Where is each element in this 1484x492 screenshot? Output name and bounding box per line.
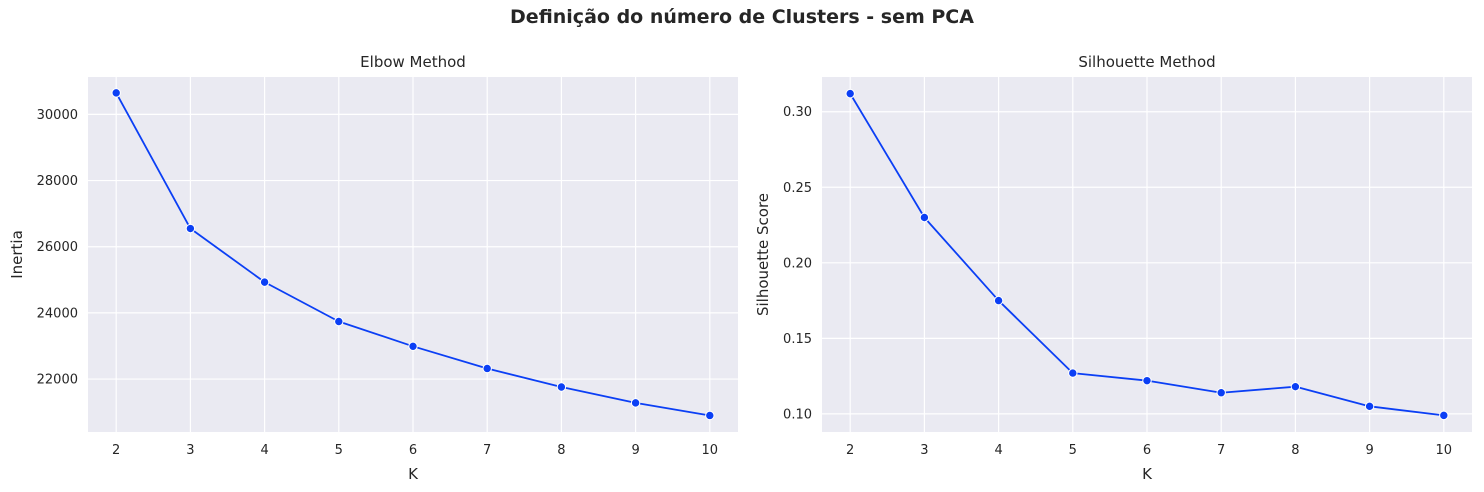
x-tick-label: 7 <box>1217 443 1225 458</box>
y-axis-label: Silhouette Score <box>754 193 772 316</box>
y-tick-label: 0.10 <box>783 407 812 422</box>
x-tick-label: 9 <box>1365 443 1373 458</box>
x-tick-label: 3 <box>920 443 928 458</box>
y-axis-label: Inertia <box>8 230 26 279</box>
data-point <box>845 88 855 99</box>
data-point <box>1290 381 1301 392</box>
x-tick-label: 6 <box>1143 443 1151 458</box>
y-tick-label: 0.30 <box>783 105 812 120</box>
x-tick-label: 3 <box>186 443 194 458</box>
panel-title: Silhouette Method <box>1078 53 1215 71</box>
y-tick-label: 0.25 <box>783 181 812 196</box>
chart-panel-1: 2 3 4 5 6 7 8 9 10 22000 24000 26000 28000 30000 Elbow… <box>8 53 738 483</box>
chart-panel-2: 2 3 4 5 6 7 8 9 10 0.10 0.15 0.20 0.25 0.30 Silhouette… <box>754 53 1472 483</box>
data-point <box>993 295 1004 306</box>
data-point <box>630 398 641 408</box>
x-tick-label: 7 <box>483 443 491 458</box>
x-tick-label: 8 <box>557 443 565 458</box>
y-tick-label: 0.20 <box>783 256 812 271</box>
data-point <box>1439 410 1449 421</box>
x-tick-label: 2 <box>846 443 854 458</box>
y-tick-label: 26000 <box>37 240 78 255</box>
x-axis-label: K <box>1142 465 1153 483</box>
figure-title: Definição do número de Clusters - sem PC… <box>510 6 974 28</box>
data-point <box>334 316 344 327</box>
data-point <box>1216 388 1226 398</box>
panel-title: Elbow Method <box>360 53 466 71</box>
x-tick-label: 2 <box>112 443 120 458</box>
data-point <box>1068 368 1078 378</box>
y-tick-label: 24000 <box>37 306 78 321</box>
x-tick-label: 10 <box>702 443 719 458</box>
data-point <box>185 223 196 234</box>
data-point <box>705 410 715 421</box>
x-tick-label: 10 <box>1436 443 1453 458</box>
y-tick-label: 22000 <box>37 373 78 388</box>
y-tick-label: 28000 <box>37 174 78 189</box>
x-axis-label: K <box>408 465 419 483</box>
data-point <box>111 88 121 98</box>
y-tick-label: 30000 <box>37 108 78 123</box>
y-tick-label: 0.15 <box>783 332 812 347</box>
x-tick-label: 5 <box>335 443 343 458</box>
x-tick-label: 4 <box>260 443 268 458</box>
x-tick-label: 4 <box>994 443 1002 458</box>
x-tick-label: 6 <box>409 443 417 458</box>
data-point <box>919 212 930 223</box>
data-point <box>259 277 270 287</box>
data-point <box>1364 401 1375 412</box>
data-point <box>482 363 492 374</box>
data-point <box>556 382 567 392</box>
x-tick-label: 5 <box>1069 443 1077 458</box>
x-tick-label: 9 <box>631 443 639 458</box>
data-point <box>408 341 418 352</box>
data-point <box>1142 375 1152 386</box>
x-tick-label: 8 <box>1291 443 1299 458</box>
